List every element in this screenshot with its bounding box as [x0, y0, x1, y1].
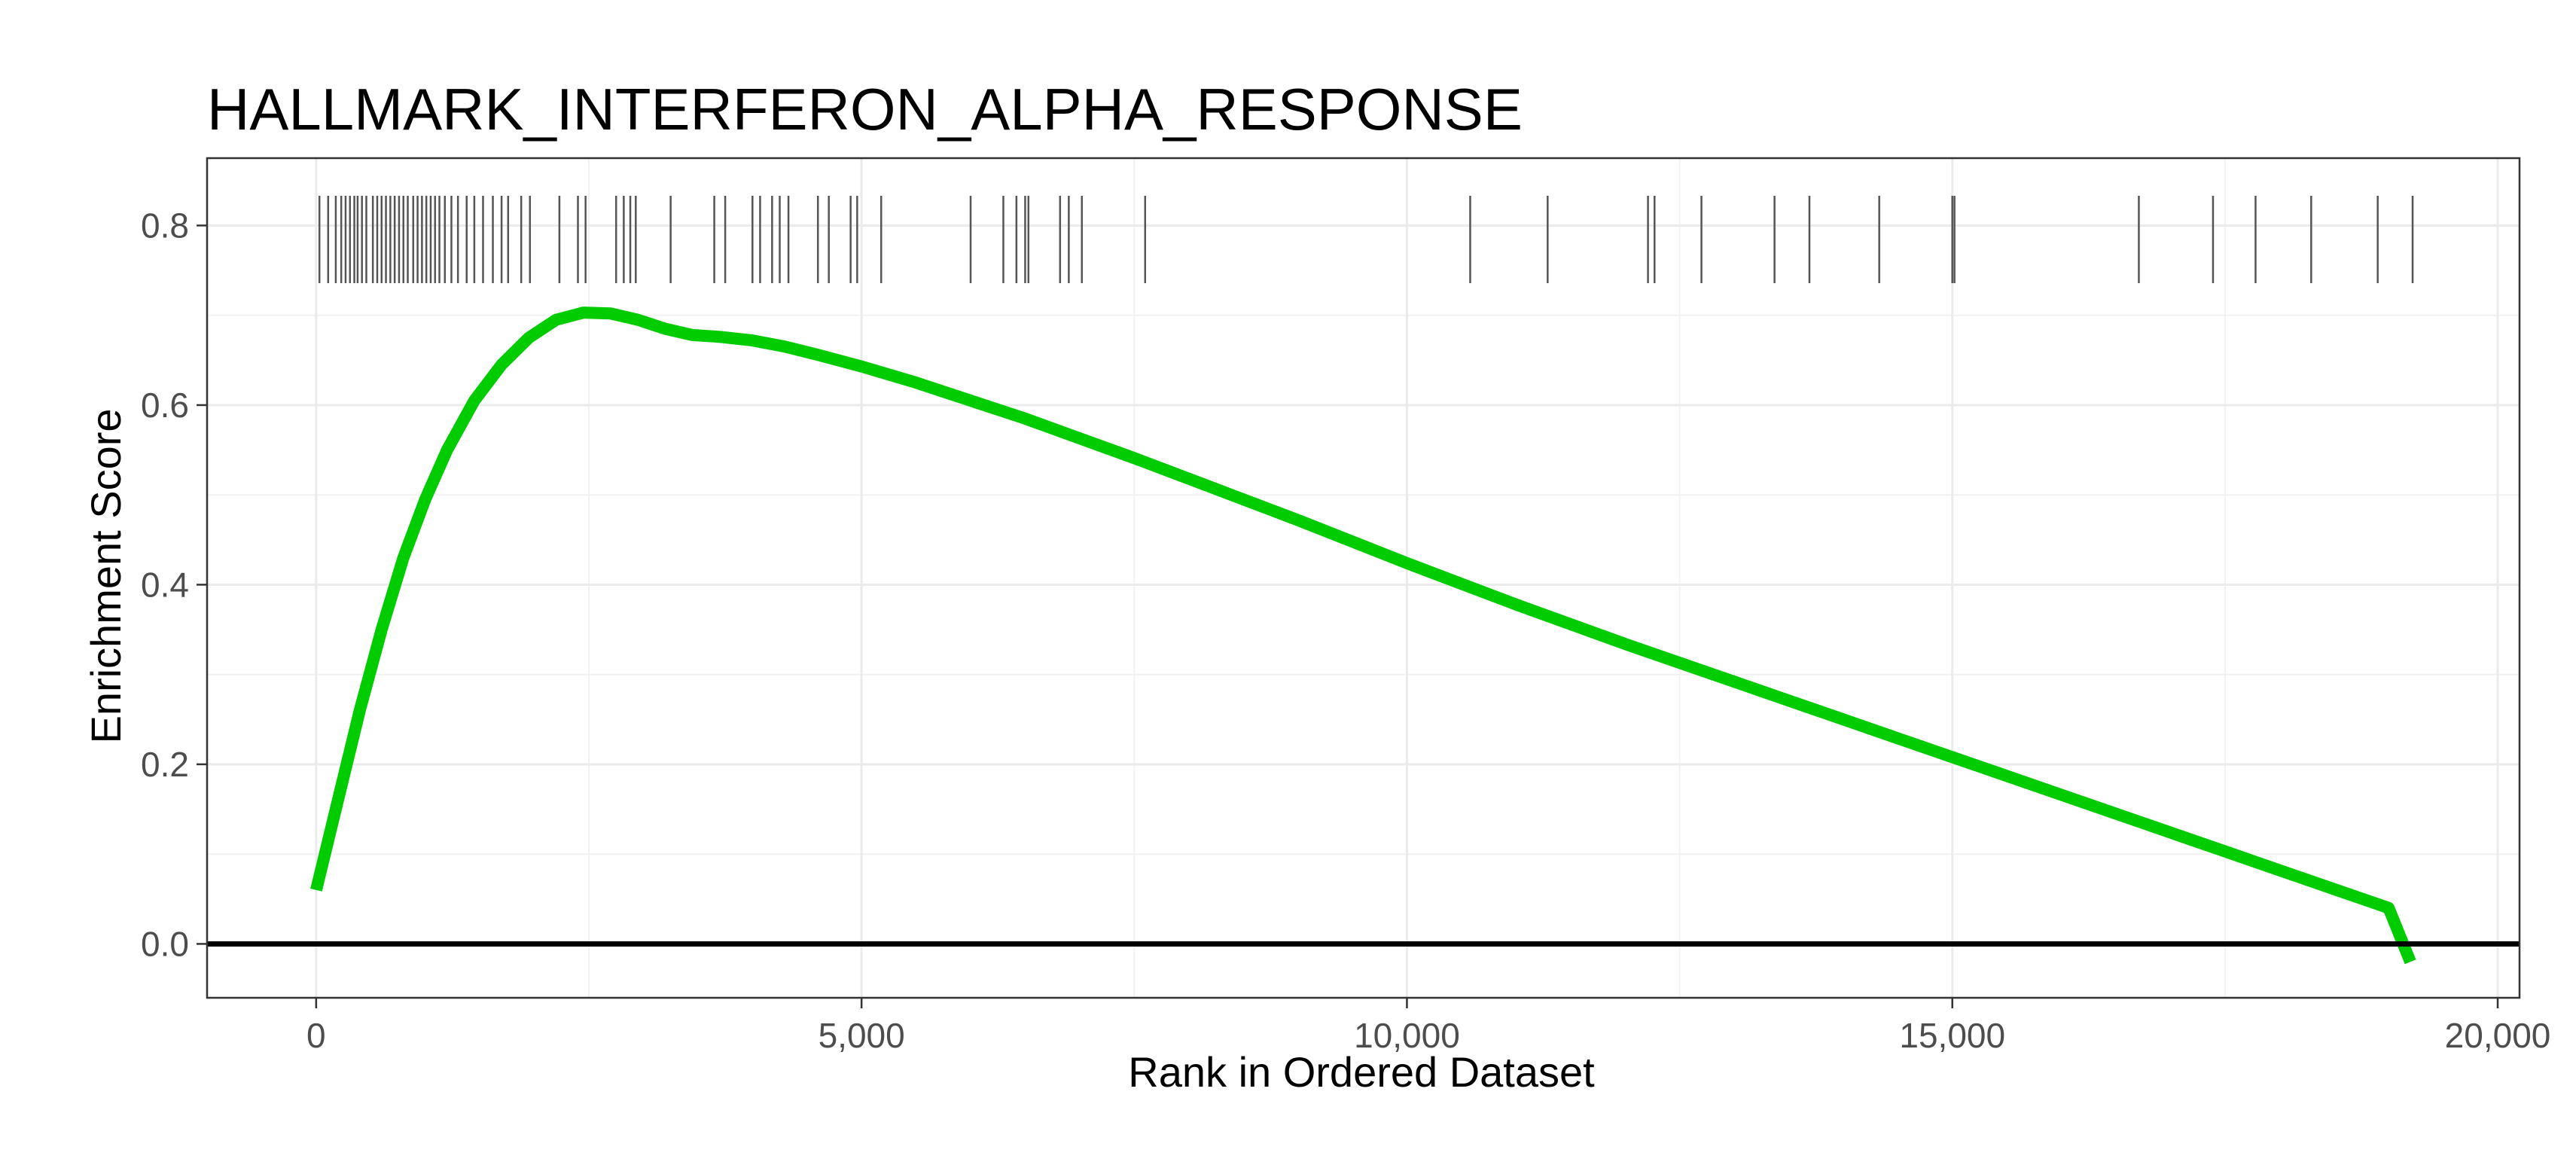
- enrichment-curve-group: [310, 306, 2416, 965]
- enrichment-score-line: [310, 306, 2416, 965]
- x-tick-label: 20,000: [2445, 1016, 2551, 1055]
- x-axis: 0 5,000 10,000 15,000 20,000: [306, 998, 2550, 1055]
- x-tick-label: 0: [306, 1016, 326, 1055]
- gene-hit-ticks: [318, 196, 2414, 283]
- y-tick-label: 0.0: [141, 924, 189, 963]
- y-tick-label: 0.4: [141, 565, 189, 604]
- x-tick-label: 5,000: [819, 1016, 905, 1055]
- y-tick-label: 0.8: [141, 206, 189, 245]
- plot-frame: [206, 157, 2521, 999]
- y-axis-title: Enrichment Score: [82, 408, 130, 743]
- x-axis-title: Rank in Ordered Dataset: [1128, 1048, 1595, 1096]
- chart-title: HALLMARK_INTERFERON_ALPHA_RESPONSE: [207, 76, 1523, 142]
- y-tick-label: 0.6: [141, 386, 189, 425]
- y-axis: 0.0 0.2 0.4 0.6 0.8: [141, 206, 207, 963]
- x-tick-label: 10,000: [1354, 1016, 1460, 1055]
- y-tick-label: 0.2: [141, 745, 189, 784]
- x-tick-label: 15,000: [1899, 1016, 2005, 1055]
